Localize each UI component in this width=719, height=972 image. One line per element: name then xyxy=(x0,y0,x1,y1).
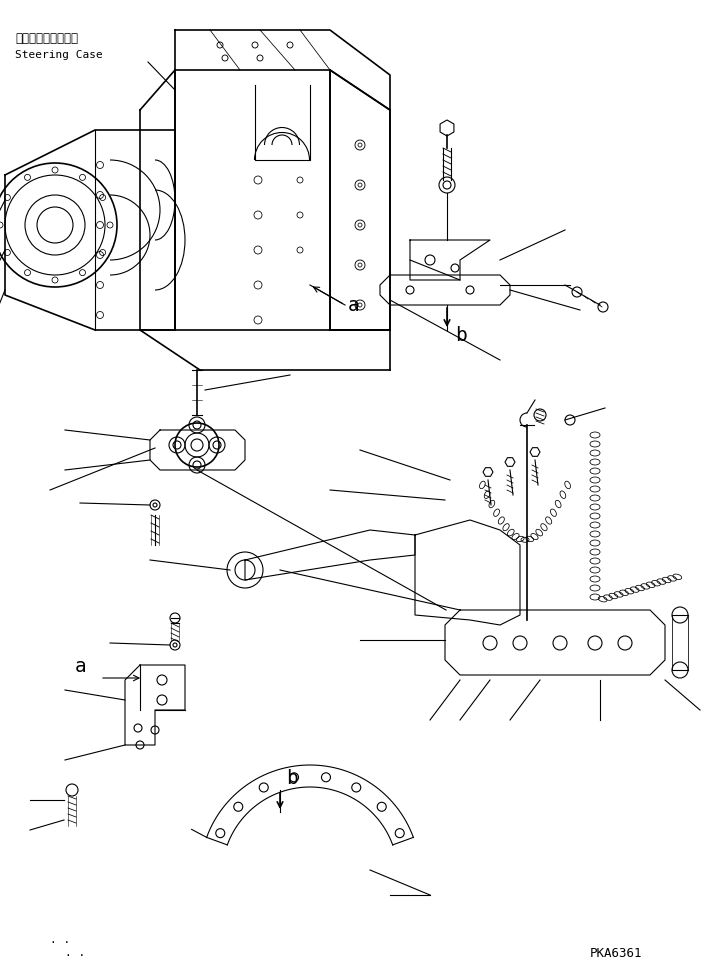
Text: ステアリングケース: ステアリングケース xyxy=(15,32,78,45)
Text: PKA6361: PKA6361 xyxy=(590,947,643,960)
Text: a: a xyxy=(348,296,360,315)
Text: Steering Case: Steering Case xyxy=(15,50,103,60)
Text: b: b xyxy=(455,326,467,345)
Text: . .: . . xyxy=(65,948,86,958)
Text: b: b xyxy=(286,769,298,788)
Text: . .: . . xyxy=(50,935,70,945)
Text: a: a xyxy=(75,657,87,676)
